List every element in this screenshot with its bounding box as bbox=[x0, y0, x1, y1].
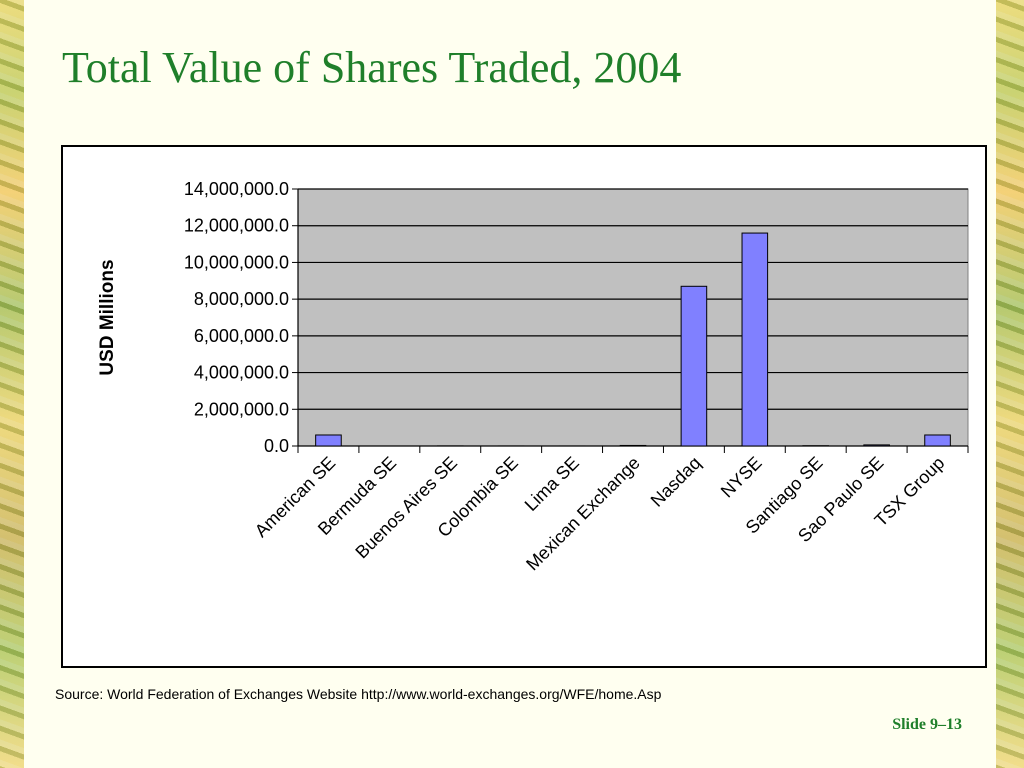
bar bbox=[924, 434, 951, 447]
y-tick-label: 4,000,000.0 bbox=[194, 363, 289, 383]
slide-title: Total Value of Shares Traded, 2004 bbox=[62, 43, 682, 92]
y-tick-label: 10,000,000.0 bbox=[184, 252, 289, 272]
bar bbox=[315, 434, 342, 447]
y-tick-label: 12,000,000.0 bbox=[184, 216, 289, 236]
bar bbox=[741, 232, 769, 447]
decorative-left-border bbox=[0, 0, 24, 768]
y-tick-label: 0.0 bbox=[264, 436, 289, 456]
x-tick-label: Nasdaq bbox=[647, 453, 705, 511]
x-tick-label: Mexican Exchange bbox=[522, 453, 644, 575]
x-tick-label: Buenos Aires SE bbox=[351, 453, 461, 563]
x-tick-label: NYSE bbox=[717, 453, 766, 502]
bar bbox=[680, 285, 708, 447]
bar bbox=[863, 444, 890, 447]
bar bbox=[619, 444, 647, 447]
chart-frame: 0.0 2,000,000.0 4,000,000.0 6,000,000.0 8,00… bbox=[61, 145, 987, 668]
slide-number: Slide 9–13 bbox=[892, 716, 962, 733]
source-note: Source: World Federation of Exchanges We… bbox=[55, 686, 662, 702]
decorative-right-border bbox=[996, 0, 1024, 768]
x-tick-label: Lima SE bbox=[521, 453, 583, 515]
y-axis-label: USD Millions bbox=[97, 259, 118, 375]
y-tick-label: 14,000,000.0 bbox=[184, 179, 289, 199]
y-tick-label: 8,000,000.0 bbox=[194, 289, 289, 309]
bar-chart: 0.0 2,000,000.0 4,000,000.0 6,000,000.0 8,00… bbox=[97, 179, 969, 575]
plot-area bbox=[297, 188, 969, 447]
y-tick-label: 6,000,000.0 bbox=[194, 326, 289, 346]
y-tick-label: 2,000,000.0 bbox=[194, 399, 289, 419]
